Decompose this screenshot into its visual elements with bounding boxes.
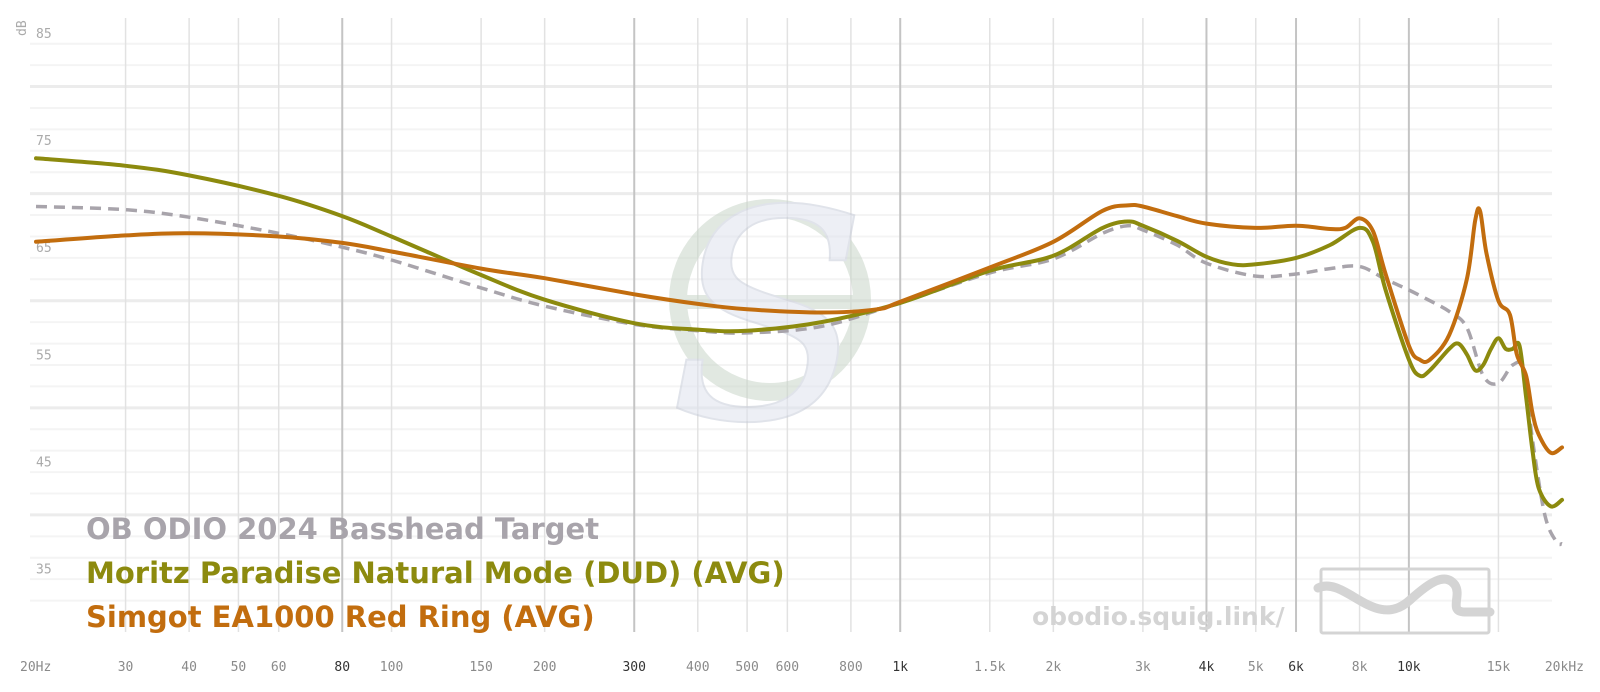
x-tick-label: 15k bbox=[1487, 660, 1511, 675]
x-tick-label: 80 bbox=[334, 660, 350, 675]
x-tick-label: 4k bbox=[1199, 660, 1215, 675]
y-ticks: 85 75 65 55 45 35 bbox=[36, 27, 52, 577]
y-tick-label: 65 bbox=[36, 241, 52, 256]
x-tick-label: 60 bbox=[271, 660, 287, 675]
x-tick-label: 1.5k bbox=[974, 660, 1005, 675]
x-tick-label: 150 bbox=[469, 660, 492, 675]
x-tick-label: 300 bbox=[622, 660, 645, 675]
series-layer bbox=[34, 156, 1564, 547]
x-tick-label: 40 bbox=[181, 660, 197, 675]
x-tick-label: 600 bbox=[776, 660, 799, 675]
x-tick-label: 3k bbox=[1135, 660, 1151, 675]
grid-layer bbox=[30, 18, 1552, 632]
x-tick-label: 5k bbox=[1248, 660, 1264, 675]
watermark-url: obodio.squig.link/ bbox=[1032, 602, 1285, 631]
y-tick-label: 55 bbox=[36, 348, 52, 363]
y-tick-label: 85 bbox=[36, 27, 52, 42]
legend-entry-target: OB ODIO 2024 Basshead Target bbox=[86, 512, 599, 546]
x-tick-label: 100 bbox=[380, 660, 403, 675]
x-tick-label: 500 bbox=[735, 660, 758, 675]
x-tick-label: 20kHz bbox=[1545, 660, 1584, 675]
x-tick-label: 400 bbox=[686, 660, 709, 675]
x-tick-label: 8k bbox=[1352, 660, 1368, 675]
y-tick-label: 75 bbox=[36, 134, 52, 149]
legend-entry-simgot: Simgot EA1000 Red Ring (AVG) bbox=[86, 600, 595, 634]
y-tick-label: 45 bbox=[36, 455, 52, 470]
series-simgot-curve bbox=[34, 202, 1564, 456]
x-tick-label: 30 bbox=[118, 660, 134, 675]
y-tick-label: 35 bbox=[36, 562, 52, 577]
x-ticks: 20Hz 30 40 50 60 80 100 150 200 300 400 500 600 800 1k… bbox=[20, 660, 1584, 675]
x-tick-label: 1k bbox=[892, 660, 908, 675]
x-tick-label: 2k bbox=[1046, 660, 1062, 675]
y-axis-label: dB bbox=[15, 20, 30, 36]
series-moritz-curve bbox=[34, 156, 1564, 509]
x-tick-label: 200 bbox=[533, 660, 556, 675]
watermark-squiggle-box bbox=[1313, 567, 1495, 635]
x-tick-label: 50 bbox=[231, 660, 247, 675]
x-tick-label: 800 bbox=[839, 660, 862, 675]
legend: OB ODIO 2024 Basshead Target Moritz Para… bbox=[86, 512, 785, 634]
x-tick-label: 10k bbox=[1397, 660, 1421, 675]
legend-entry-moritz: Moritz Paradise Natural Mode (DUD) (AVG) bbox=[86, 556, 785, 590]
x-tick-label: 6k bbox=[1288, 660, 1304, 675]
x-tick-label: 20Hz bbox=[20, 660, 51, 675]
